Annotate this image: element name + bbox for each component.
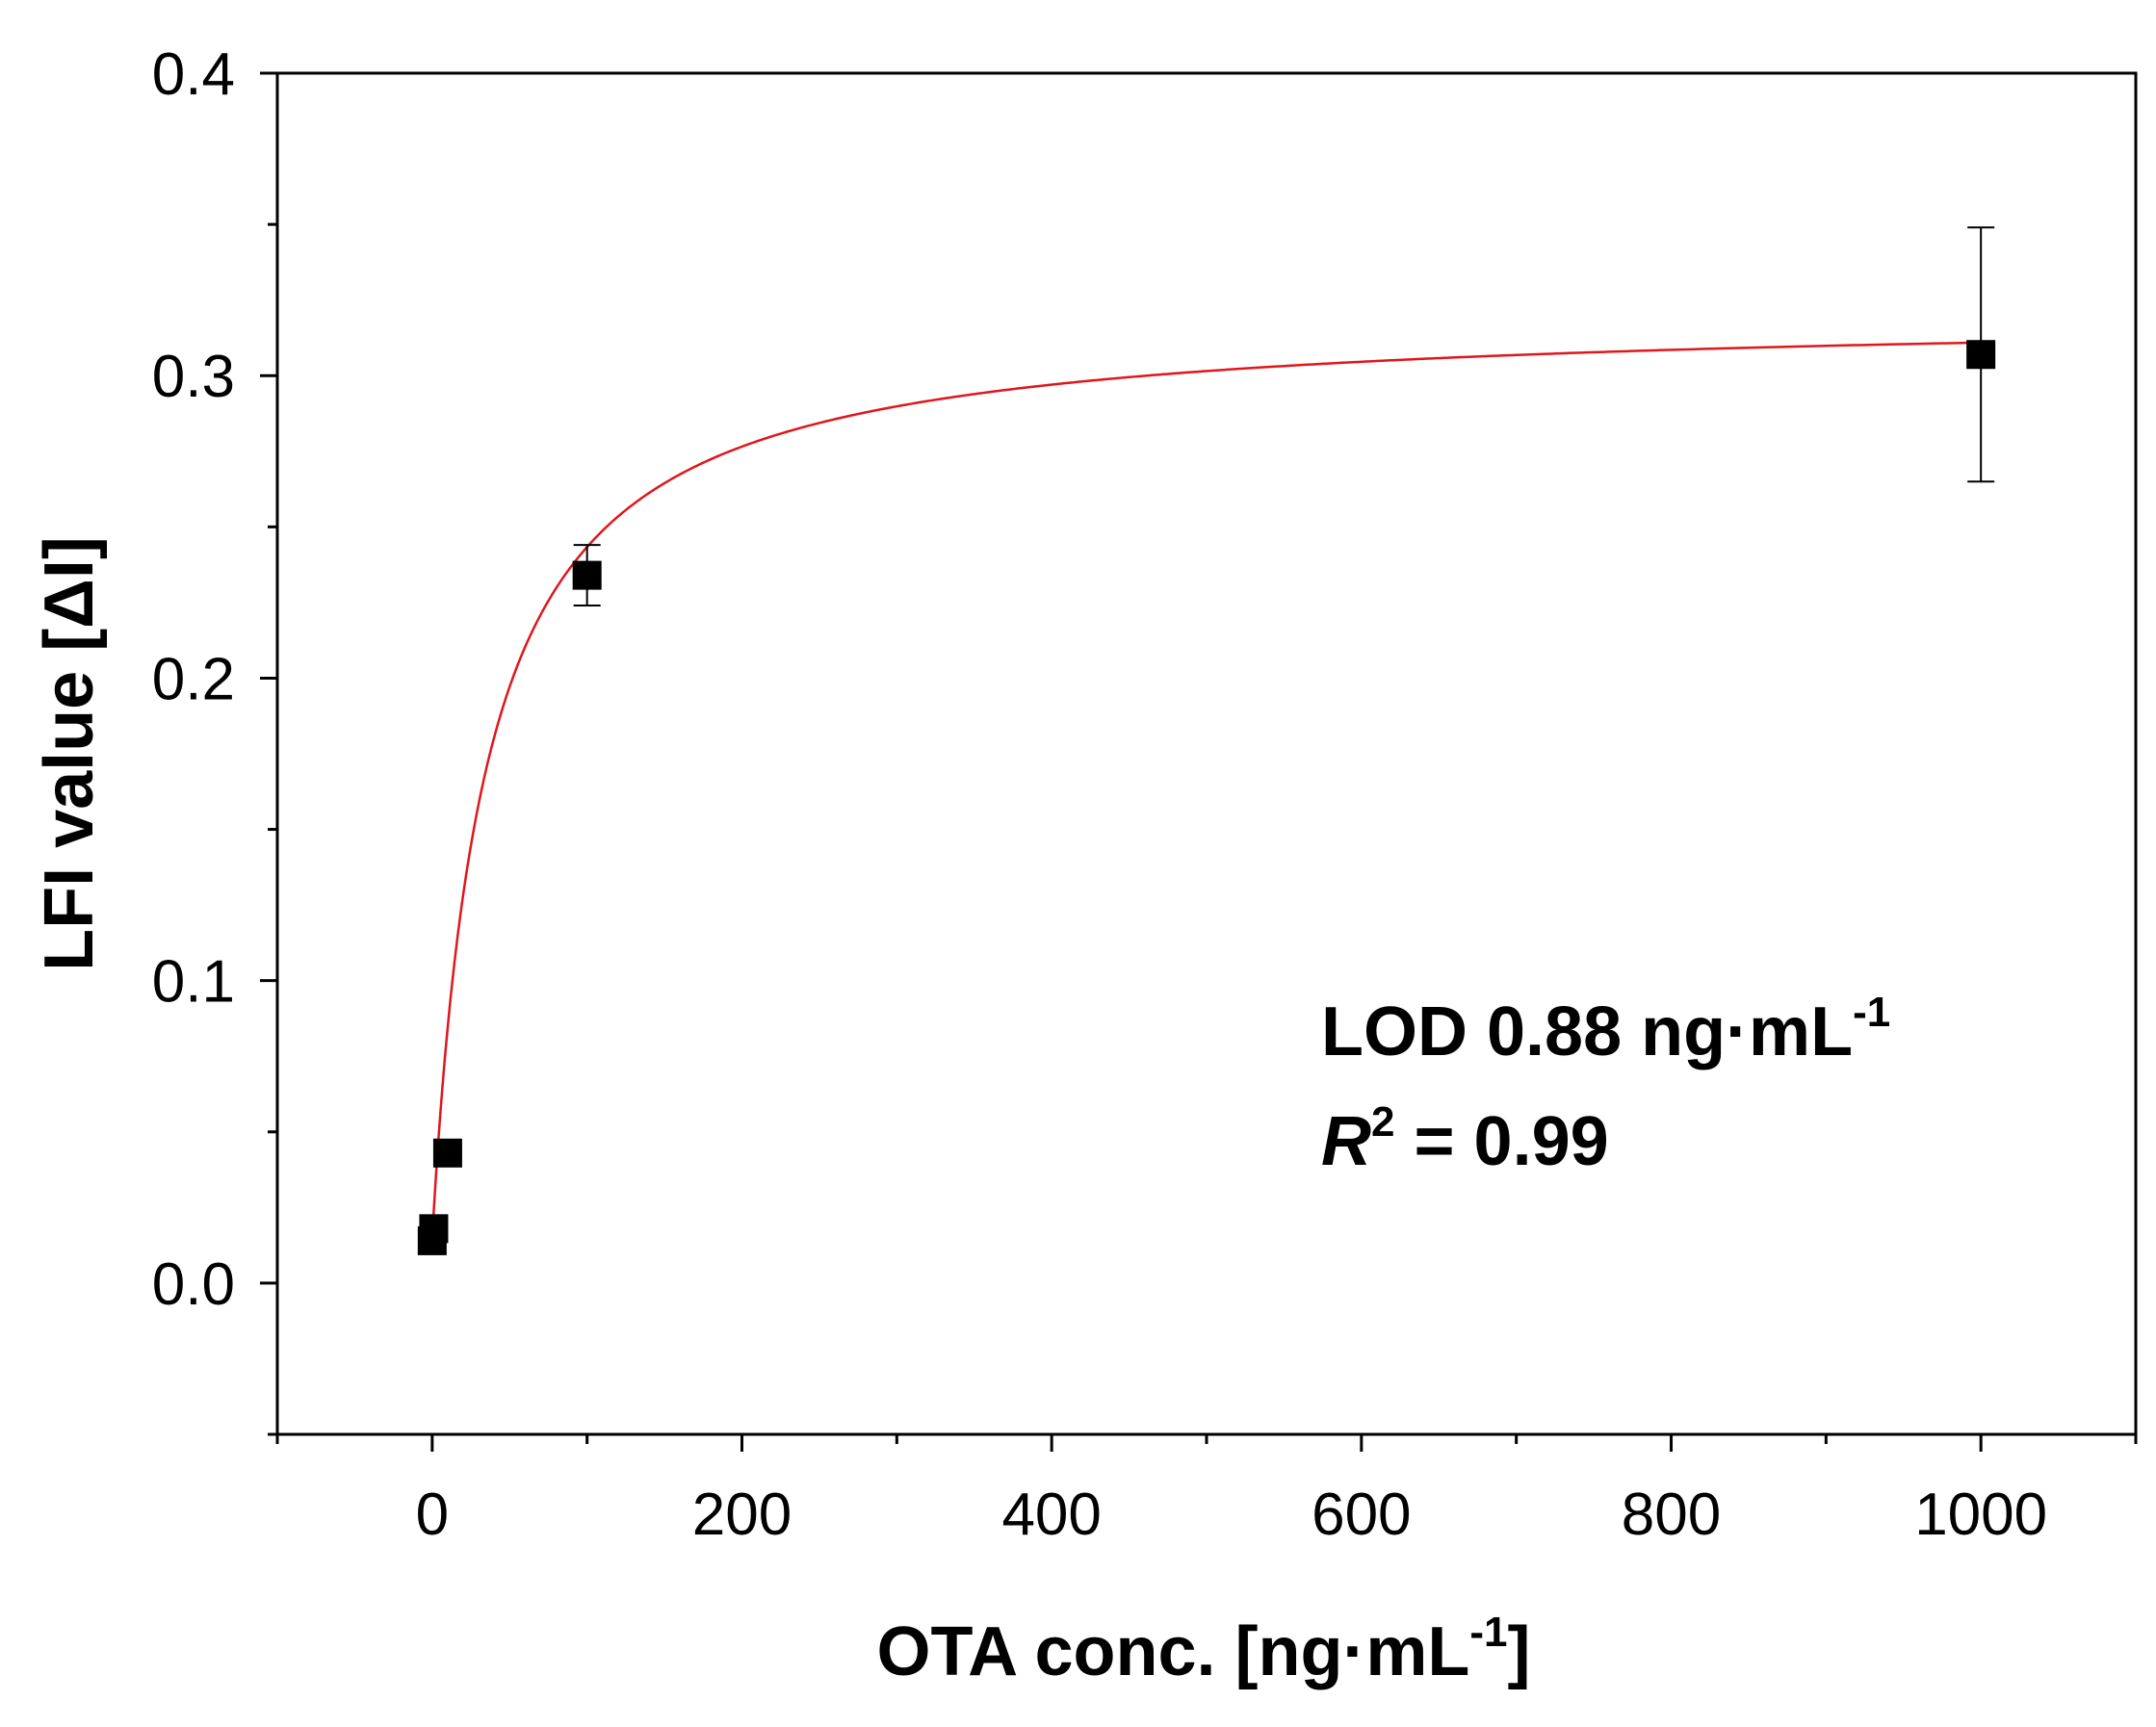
r2-annotation: R2 = 0.99 <box>1321 1098 1609 1180</box>
x-axis-title: OTA conc. [ng·mL-1] <box>876 1609 1530 1690</box>
error-bars <box>573 226 1995 607</box>
x-tick-label: 1000 <box>1914 1482 2047 1548</box>
y-tick-label: 0.4 <box>152 41 235 108</box>
data-point <box>1966 340 1996 370</box>
y-axis-ticks <box>260 71 277 1436</box>
x-axis-tick-labels: 0 200 400 600 800 1000 <box>416 1482 2048 1548</box>
y-tick-label: 0.3 <box>152 344 235 410</box>
data-points <box>417 340 1996 1255</box>
plot-frame <box>275 71 2138 1436</box>
data-point <box>572 560 602 590</box>
y-tick-label: 0.0 <box>152 1251 235 1318</box>
y-axis-tick-labels: 0.0 0.1 0.2 0.3 0.4 <box>152 41 235 1318</box>
x-tick-label: 200 <box>692 1482 792 1548</box>
data-point <box>419 1214 449 1244</box>
data-point <box>432 1138 462 1168</box>
x-tick-label: 800 <box>1622 1482 1721 1548</box>
x-tick-label: 400 <box>1001 1482 1101 1548</box>
y-tick-label: 0.2 <box>152 646 235 712</box>
fit-curve <box>430 341 1982 1238</box>
x-tick-label: 0 <box>416 1482 449 1548</box>
x-tick-label: 600 <box>1312 1482 1411 1548</box>
x-axis-ticks <box>275 1434 2138 1452</box>
y-tick-label: 0.1 <box>152 949 235 1016</box>
y-axis-title: LFI value [ΔI] <box>31 536 108 971</box>
lod-annotation: LOD 0.88 ng·mL-1 <box>1321 989 1890 1070</box>
fit-layer <box>430 341 1982 1238</box>
